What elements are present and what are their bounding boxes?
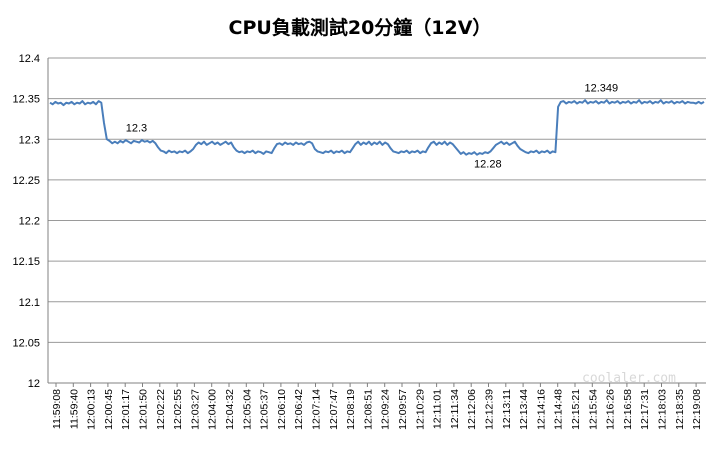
x-tick-label: 12:07:47 [328,389,340,430]
x-tick-label: 12:09:24 [380,389,392,430]
x-tick-label: 12:04:32 [224,389,236,430]
x-tick-label: 12:08:51 [362,389,374,430]
y-tick-label: 12.1 [19,297,40,309]
x-axis-ticks: 11:59:08 11:59:40 12:00:13 12:00:45 12:01:17… [51,383,703,430]
x-tick-label: 12:01:50 [138,389,150,430]
x-tick-label: 12:06:42 [293,389,305,430]
y-tick-label: 12.35 [12,94,40,106]
x-tick-label: 12:16:58 [622,389,634,430]
gridlines [47,57,706,384]
x-tick-label: 12:04:00 [207,389,219,430]
data-label: 12.3 [126,122,147,134]
x-tick-label: 12:07:14 [311,389,323,430]
data-labels: 12.3 12.28 12.349 [126,82,618,170]
x-tick-label: 12:00:45 [103,389,115,430]
x-tick-label: 12:17:31 [639,389,651,430]
x-tick-label: 12:13:11 [501,389,513,429]
data-label: 12.349 [584,82,618,94]
x-tick-label: 12:12:06 [466,389,478,430]
y-tick-label: 12.15 [12,256,40,268]
y-tick-label: 12 [28,378,40,390]
x-tick-label: 12:19:08 [691,389,703,430]
x-tick-label: 12:14:48 [553,389,565,430]
x-tick-label: 12:05:04 [241,389,253,430]
x-tick-label: 12:05:37 [259,389,271,430]
x-tick-label: 12:02:55 [172,389,184,430]
x-tick-label: 12:10:29 [414,389,426,430]
x-tick-label: 12:11:01 [432,389,444,429]
x-tick-label: 12:08:19 [345,389,357,430]
x-tick-label: 12:18:03 [657,389,669,430]
chart-title: CPU負載測試20分鐘（12V） [229,16,492,39]
x-tick-label: 12:09:57 [397,389,409,430]
series-line-12v [49,99,705,156]
watermark-text: coolaler.com [582,371,676,386]
x-tick-label: 12:06:10 [276,389,288,430]
y-tick-label: 12.05 [12,337,40,349]
y-tick-label: 12.3 [19,134,40,146]
x-tick-label: 12:15:21 [570,389,582,430]
x-tick-label: 12:02:22 [155,389,167,430]
x-tick-label: 12:16:26 [605,389,617,430]
x-tick-label: 12:03:27 [189,389,201,430]
x-tick-label: 12:13:44 [518,389,530,430]
x-tick-label: 12:11:34 [449,389,461,429]
x-tick-label: 12:00:13 [86,389,98,430]
x-tick-label: 12:18:35 [674,389,686,430]
x-tick-label: 12:01:17 [120,389,132,430]
x-tick-label: 12:12:39 [484,389,496,430]
x-tick-label: 11:59:40 [68,389,80,429]
y-axis-ticks: 12.4 12.35 12.3 12.25 12.2 12.15 12.1 12.05 12 [12,53,40,390]
x-tick-label: 12:15:54 [587,389,599,430]
y-tick-label: 12.2 [19,216,40,228]
y-tick-label: 12.25 [12,175,40,187]
x-tick-label: 12:14:16 [535,389,547,430]
data-label: 12.28 [474,159,502,171]
x-tick-label: 11:59:08 [51,389,63,429]
y-tick-label: 12.4 [19,53,40,65]
